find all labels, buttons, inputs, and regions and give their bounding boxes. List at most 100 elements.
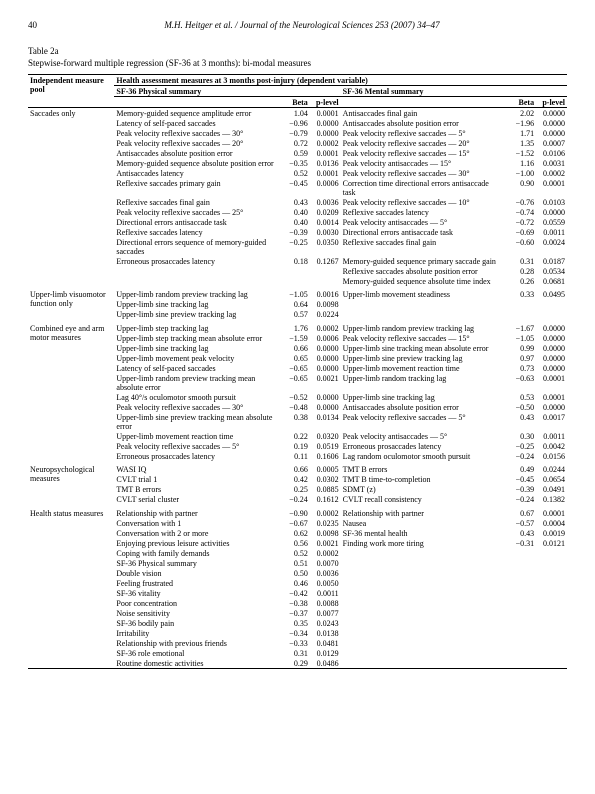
measure-right: Lag random oculomotor smooth pursuit — [341, 451, 506, 461]
beta-right — [505, 568, 536, 578]
measure-left: SF-36 role emotional — [114, 648, 279, 658]
p-left: 0.0002 — [310, 548, 341, 558]
measure-right — [341, 588, 506, 598]
beta-right: −1.96 — [505, 118, 536, 128]
p-left: 0.0011 — [310, 588, 341, 598]
beta-right: −0.31 — [505, 538, 536, 548]
measure-left: Enjoying previous leisure activities — [114, 538, 279, 548]
beta-left: 0.40 — [279, 217, 310, 227]
beta-right — [505, 608, 536, 618]
measure-right — [341, 628, 506, 638]
p-left: 0.0021 — [310, 373, 341, 392]
p-left: 0.0001 — [310, 108, 341, 119]
beta-left: −0.39 — [279, 227, 310, 237]
p-left: 0.0000 — [310, 118, 341, 128]
p-right — [536, 578, 567, 588]
measure-right: Upper-limb random tracking lag — [341, 373, 506, 392]
measure-left: Irritability — [114, 628, 279, 638]
measure-left: Peak velocity reflexive saccades — 30° — [114, 128, 279, 138]
p-left: 0.0000 — [310, 392, 341, 402]
measure-left: Reflexive saccades primary gain — [114, 178, 279, 197]
beta-left: 0.62 — [279, 528, 310, 538]
p-right: 0.0156 — [536, 451, 567, 461]
p-left: 0.1612 — [310, 495, 341, 505]
measure-left: Reflexive saccades latency — [114, 227, 279, 237]
measure-left: Erroneous prosaccades latency — [114, 451, 279, 461]
p-left: 0.0000 — [310, 402, 341, 412]
measure-left: Upper-limb sine tracking lag — [114, 300, 279, 310]
beta-left: −0.24 — [279, 495, 310, 505]
p-right: 0.0495 — [536, 286, 567, 300]
measure-left: Peak velocity reflexive saccades — 25° — [114, 207, 279, 217]
p-left: 0.0001 — [310, 168, 341, 178]
beta-left — [279, 276, 310, 286]
beta-left: −0.35 — [279, 158, 310, 168]
beta-right: 0.49 — [505, 461, 536, 475]
beta-right: −0.50 — [505, 402, 536, 412]
measure-right: Peak velocity reflexive saccades — 30° — [341, 168, 506, 178]
header-physical: SF-36 Physical summary — [114, 86, 340, 97]
p-right: 0.0031 — [536, 158, 567, 168]
p-right: 0.0000 — [536, 108, 567, 119]
beta-right: −1.05 — [505, 333, 536, 343]
p-right: 0.0559 — [536, 217, 567, 227]
table-row: Health status measuresRelationship with … — [28, 505, 567, 519]
p-left: 0.0885 — [310, 485, 341, 495]
p-right: 0.0007 — [536, 138, 567, 148]
p-left: 0.0481 — [310, 638, 341, 648]
p-right: 0.0001 — [536, 392, 567, 402]
beta-left: 0.46 — [279, 578, 310, 588]
beta-right: −0.25 — [505, 441, 536, 451]
beta-right: −0.39 — [505, 485, 536, 495]
beta-right: 0.28 — [505, 266, 536, 276]
beta-left: −0.96 — [279, 118, 310, 128]
header-beta-left: Beta — [279, 97, 310, 108]
p-left: 0.0134 — [310, 412, 341, 431]
beta-left: 0.35 — [279, 618, 310, 628]
pool-label: Upper-limb visuomotor function only — [28, 286, 114, 320]
pool-label: Neuropsychological measures — [28, 461, 114, 505]
measure-right: Upper-limb sine tracking lag — [341, 392, 506, 402]
measure-left: Relationship with partner — [114, 505, 279, 519]
p-left: 0.0036 — [310, 197, 341, 207]
p-right — [536, 628, 567, 638]
beta-left: −1.59 — [279, 333, 310, 343]
measure-left: SF-36 bodily pain — [114, 618, 279, 628]
p-left: 0.0320 — [310, 431, 341, 441]
p-right: 0.0001 — [536, 505, 567, 519]
measure-right: Upper-limb sine preview tracking lag — [341, 353, 506, 363]
measure-right: Antisaccades absolute position error — [341, 118, 506, 128]
beta-right: −1.52 — [505, 148, 536, 158]
p-left: 0.0224 — [310, 310, 341, 320]
p-left: 0.0000 — [310, 353, 341, 363]
p-right: 0.0000 — [536, 333, 567, 343]
beta-left: 0.11 — [279, 451, 310, 461]
p-right — [536, 310, 567, 320]
measure-left: Lag 40°/s oculomotor smooth pursuit — [114, 392, 279, 402]
p-right: 0.0000 — [536, 320, 567, 334]
p-left: 0.0000 — [310, 128, 341, 138]
p-left: 0.0021 — [310, 538, 341, 548]
beta-left: 0.52 — [279, 548, 310, 558]
measure-right — [341, 658, 506, 669]
measure-right: Correction time directional errors antis… — [341, 178, 506, 197]
table-subcaption: Stepwise-forward multiple regression (SF… — [28, 58, 567, 68]
beta-left: 0.38 — [279, 412, 310, 431]
measure-left: Relationship with previous friends — [114, 638, 279, 648]
beta-left: 0.66 — [279, 343, 310, 353]
measure-right: Upper-limb movement reaction time — [341, 363, 506, 373]
p-left: 0.0243 — [310, 618, 341, 628]
beta-right — [505, 300, 536, 310]
measure-right — [341, 548, 506, 558]
header-beta-right: Beta — [505, 97, 536, 108]
beta-left: −1.05 — [279, 286, 310, 300]
beta-right: −0.60 — [505, 237, 536, 256]
beta-left: 0.40 — [279, 207, 310, 217]
p-left: 0.0005 — [310, 461, 341, 475]
p-left: 0.0302 — [310, 475, 341, 485]
p-left: 0.1606 — [310, 451, 341, 461]
beta-left: 0.31 — [279, 648, 310, 658]
beta-left: 0.72 — [279, 138, 310, 148]
beta-left: −0.65 — [279, 363, 310, 373]
beta-left: −0.25 — [279, 237, 310, 256]
